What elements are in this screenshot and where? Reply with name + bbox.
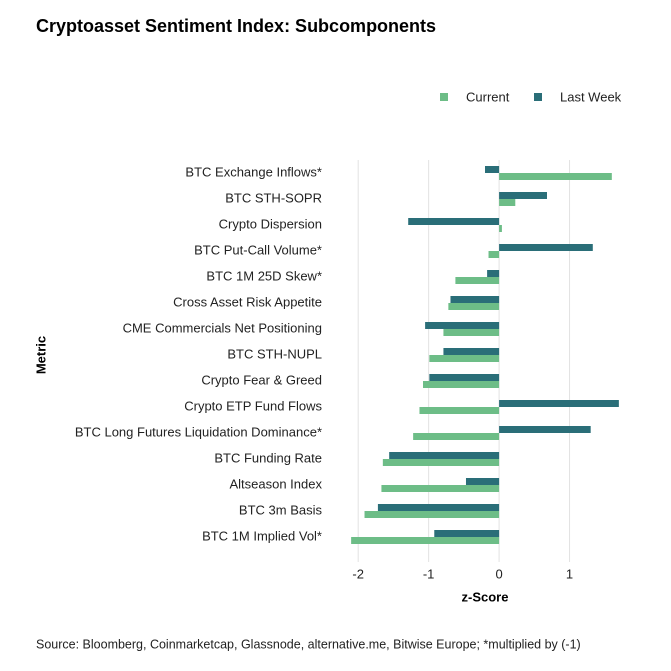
y-axis-label: Metric [33, 336, 48, 374]
bar [364, 511, 500, 518]
bar [499, 173, 612, 180]
bar [499, 400, 619, 407]
bar [448, 303, 500, 310]
bar [488, 251, 500, 258]
bar [381, 485, 500, 492]
bar [389, 452, 500, 459]
bar [443, 329, 500, 336]
bar [499, 192, 547, 199]
bar [434, 530, 500, 537]
bar [413, 433, 500, 440]
bar [499, 199, 516, 206]
bar [443, 348, 500, 355]
bar [429, 374, 500, 381]
y-tick-label: BTC Put-Call Volume* [194, 242, 322, 257]
y-tick-label: BTC Funding Rate [214, 450, 322, 465]
x-tick-label: 0 [495, 566, 502, 581]
legend-label: Last Week [560, 89, 622, 104]
y-tick-label: BTC 1M 25D Skew* [206, 268, 322, 283]
y-tick-label: BTC STH-NUPL [227, 346, 322, 361]
bar [455, 277, 500, 284]
bar [408, 218, 500, 225]
x-tick-label: 1 [566, 566, 573, 581]
bar [419, 407, 500, 414]
legend-swatch [534, 93, 542, 101]
y-tick-label: CME Commercials Net Positioning [123, 320, 322, 335]
bar [425, 322, 500, 329]
y-tick-label: BTC 1M Implied Vol* [202, 528, 322, 543]
x-tick-label: -2 [352, 566, 364, 581]
bar [487, 270, 500, 277]
bar [499, 426, 591, 433]
bar [485, 166, 500, 173]
bar [429, 355, 500, 362]
source: Source: Bloomberg, Coinmarketcap, Glassn… [36, 637, 581, 651]
x-tick-label: -1 [423, 566, 435, 581]
y-tick-label: BTC Long Futures Liquidation Dominance* [75, 424, 322, 439]
bar [499, 244, 593, 251]
y-tick-label: BTC 3m Basis [239, 502, 323, 517]
y-tick-label: BTC STH-SOPR [225, 190, 322, 205]
bar [465, 478, 500, 485]
y-tick-label: Crypto Fear & Greed [201, 372, 322, 387]
bar [499, 225, 502, 232]
bar [382, 459, 500, 466]
bar [450, 296, 500, 303]
y-tick-label: Crypto ETP Fund Flows [184, 398, 322, 413]
legend-label: Current [466, 89, 510, 104]
bar [377, 504, 500, 511]
y-tick-label: BTC Exchange Inflows* [185, 164, 322, 179]
bar [423, 381, 500, 388]
bar [351, 537, 500, 544]
legend-swatch [440, 93, 448, 101]
x-axis-label: z-Score [462, 589, 509, 604]
chart-title: Cryptoasset Sentiment Index: Subcomponen… [36, 16, 436, 36]
y-tick-label: Altseason Index [229, 476, 322, 491]
y-tick-label: Crypto Dispersion [219, 216, 322, 231]
y-tick-label: Cross Asset Risk Appetite [173, 294, 322, 309]
